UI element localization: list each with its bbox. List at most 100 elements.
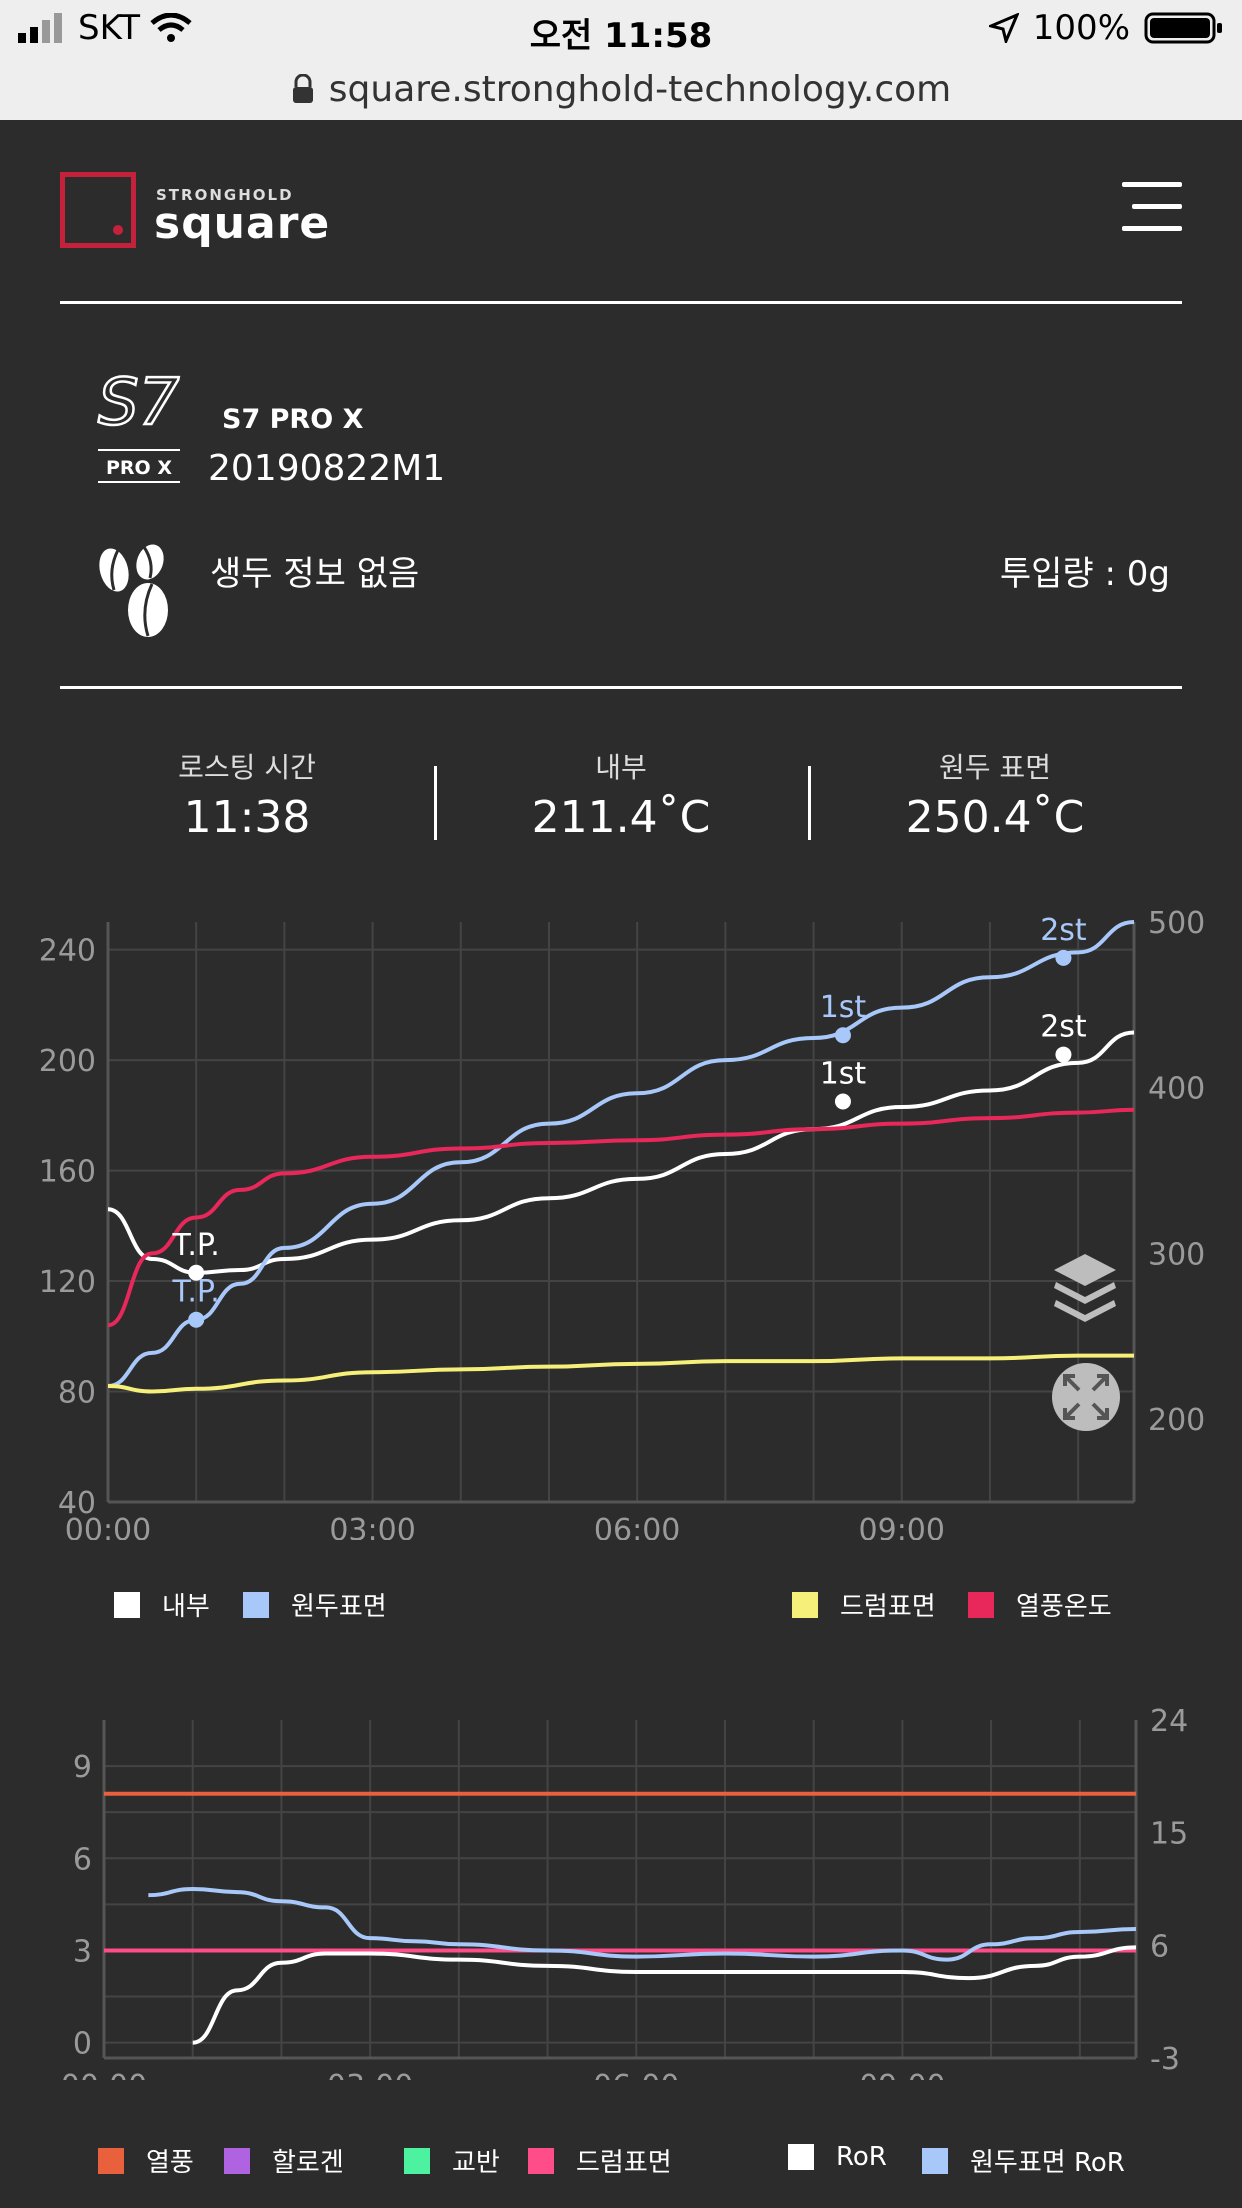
legend-swatch bbox=[922, 2147, 948, 2174]
coffee-bean-icon bbox=[99, 544, 168, 637]
stat-value: 250.4˚C bbox=[905, 792, 1085, 843]
legend-label: 열풍온도 bbox=[1016, 1592, 1112, 1622]
event-label: 2st bbox=[1040, 1010, 1087, 1045]
status-right: 100% bbox=[988, 8, 1224, 48]
brand-logo-mark[interactable] bbox=[60, 172, 136, 248]
legend-swatch bbox=[404, 2147, 430, 2174]
x-tick-label: 03:00 bbox=[327, 2069, 413, 2080]
status-bar: SKT 오전 11:58 100% bbox=[0, 0, 1242, 58]
input-amount: 투입량 : 0g bbox=[999, 554, 1170, 594]
carrier: SKT bbox=[78, 8, 141, 48]
legend-item-drum-surface[interactable]: 드럼표면 bbox=[792, 1586, 936, 1623]
ror-chart: 0 3 6 9 -3 6 15 24 00:00 03:00 06:00 09:00 bbox=[61, 1704, 1188, 2080]
x-tick-label: 06:00 bbox=[594, 1513, 680, 1540]
stat-separator bbox=[808, 766, 811, 840]
legend-swatch bbox=[224, 2147, 250, 2174]
y-tick-label-right: 300 bbox=[1148, 1237, 1205, 1272]
battery-percent: 100% bbox=[1032, 8, 1130, 48]
y-tick-label-right: 200 bbox=[1148, 1403, 1205, 1438]
legend-label: 할로겐 bbox=[272, 2148, 344, 2178]
legend-label: 열풍 bbox=[146, 2148, 194, 2178]
legend-swatch bbox=[968, 1591, 994, 1618]
stat-value: 211.4˚C bbox=[531, 792, 711, 843]
stat-label: 로스팅 시간 bbox=[178, 751, 316, 784]
y-tick-label-right: 6 bbox=[1150, 1929, 1169, 1964]
model-name: S7 PRO X bbox=[222, 404, 364, 435]
stat-separator bbox=[434, 766, 437, 840]
legend-item-stirring[interactable]: 교반 bbox=[404, 2142, 500, 2179]
legend-swatch bbox=[98, 2147, 124, 2174]
legend-item-bean-surface-ror[interactable]: 원두표면 RoR bbox=[922, 2142, 1125, 2179]
event-marker bbox=[1055, 949, 1072, 966]
x-tick-label: 03:00 bbox=[329, 1513, 415, 1540]
y-tick-label-left: 240 bbox=[39, 934, 96, 969]
event-marker bbox=[834, 1093, 851, 1110]
signal-icon bbox=[18, 13, 62, 43]
y-tick-label-left: 3 bbox=[73, 1934, 92, 1969]
s7-model-logo-icon: S7 PRO X bbox=[97, 365, 181, 483]
url-bar[interactable]: square.stronghold-technology.com bbox=[0, 58, 1242, 120]
model-logo-text: S7 bbox=[98, 366, 180, 440]
y-tick-label-right: 24 bbox=[1150, 1704, 1188, 1739]
legend-label: 교반 bbox=[452, 2148, 500, 2178]
legend-item-ror[interactable]: RoR bbox=[788, 2142, 887, 2172]
stat-inner-temp: 내부 211.4˚C bbox=[434, 746, 808, 843]
y-tick-label-right: 400 bbox=[1148, 1072, 1205, 1107]
legend-swatch bbox=[528, 2147, 554, 2174]
hamburger-menu-icon[interactable] bbox=[1122, 182, 1182, 232]
url-text: square.stronghold-technology.com bbox=[328, 68, 952, 110]
legend-item-hot-air-power[interactable]: 열풍 bbox=[98, 2142, 194, 2179]
legend-swatch bbox=[243, 1591, 269, 1618]
stat-roasting-time: 로스팅 시간 11:38 bbox=[60, 746, 434, 843]
legend-item-halogen[interactable]: 할로겐 bbox=[224, 2142, 344, 2179]
legend-swatch bbox=[788, 2144, 814, 2170]
stat-label: 원두 표면 bbox=[939, 751, 1051, 784]
legend-label: 드럼표면 bbox=[840, 1592, 936, 1622]
stat-bean-surface-temp: 원두 표면 250.4˚C bbox=[808, 746, 1182, 843]
series-line-드럼표면 bbox=[107, 1353, 1134, 1394]
bean-info: 생두 정보 없음 bbox=[210, 554, 420, 594]
series-line-내부 bbox=[107, 1030, 1135, 1275]
event-label: T.P. bbox=[172, 1228, 220, 1263]
event-label: 1st bbox=[820, 1057, 867, 1092]
legend-item-inner[interactable]: 내부 bbox=[114, 1586, 210, 1623]
model-logo-sub: PRO X bbox=[106, 457, 172, 479]
y-tick-label-left: 160 bbox=[39, 1155, 96, 1190]
brand-logo-small: STRONGHOLD bbox=[156, 186, 294, 204]
y-tick-label-left: 6 bbox=[73, 1842, 92, 1877]
legend-label: 원두표면 RoR bbox=[970, 2148, 1125, 2178]
legend-label: RoR bbox=[836, 2142, 887, 2172]
event-marker bbox=[188, 1311, 205, 1328]
y-tick-label-right: 15 bbox=[1150, 1817, 1188, 1852]
site-header: STRONGHOLD square bbox=[0, 120, 1242, 302]
stat-label: 내부 bbox=[595, 751, 647, 784]
y-tick-label-right: -3 bbox=[1150, 2042, 1180, 2077]
legend-item-hot-air[interactable]: 열풍온도 bbox=[968, 1586, 1112, 1623]
stat-value: 11:38 bbox=[183, 792, 311, 843]
brand-logo-text[interactable]: square bbox=[154, 198, 331, 249]
y-tick-label-left: 200 bbox=[39, 1044, 96, 1079]
x-tick-label: 06:00 bbox=[593, 2069, 679, 2080]
divider-middle bbox=[60, 686, 1182, 689]
divider-top bbox=[60, 301, 1182, 304]
event-label: T.P. bbox=[172, 1275, 220, 1310]
expand-icon[interactable] bbox=[1051, 1362, 1121, 1432]
y-tick-label-left: 9 bbox=[73, 1750, 92, 1785]
legend-swatch bbox=[792, 1591, 818, 1618]
event-label: 2st bbox=[1040, 913, 1087, 948]
event-marker bbox=[188, 1264, 205, 1281]
legend-item-bean-surface[interactable]: 원두표면 bbox=[243, 1586, 387, 1623]
series-line-원두표면 bbox=[107, 920, 1135, 1388]
legend-swatch bbox=[114, 1591, 140, 1618]
event-marker bbox=[1055, 1046, 1072, 1063]
legend-label: 드럼표면 bbox=[576, 2148, 672, 2178]
series-line-원두표면 RoR bbox=[148, 1886, 1137, 1962]
series-line-열풍온도 bbox=[107, 1107, 1135, 1328]
layers-icon[interactable] bbox=[1050, 1250, 1120, 1330]
clock: 오전 11:58 bbox=[529, 16, 713, 56]
legend-item-drum-surface-power[interactable]: 드럼표면 bbox=[528, 2142, 672, 2179]
roast-id: 20190822M1 bbox=[208, 448, 446, 489]
series-line-RoR bbox=[192, 1945, 1137, 2045]
x-tick-label: 00:00 bbox=[61, 2069, 147, 2080]
y-tick-label-right: 500 bbox=[1148, 906, 1205, 941]
